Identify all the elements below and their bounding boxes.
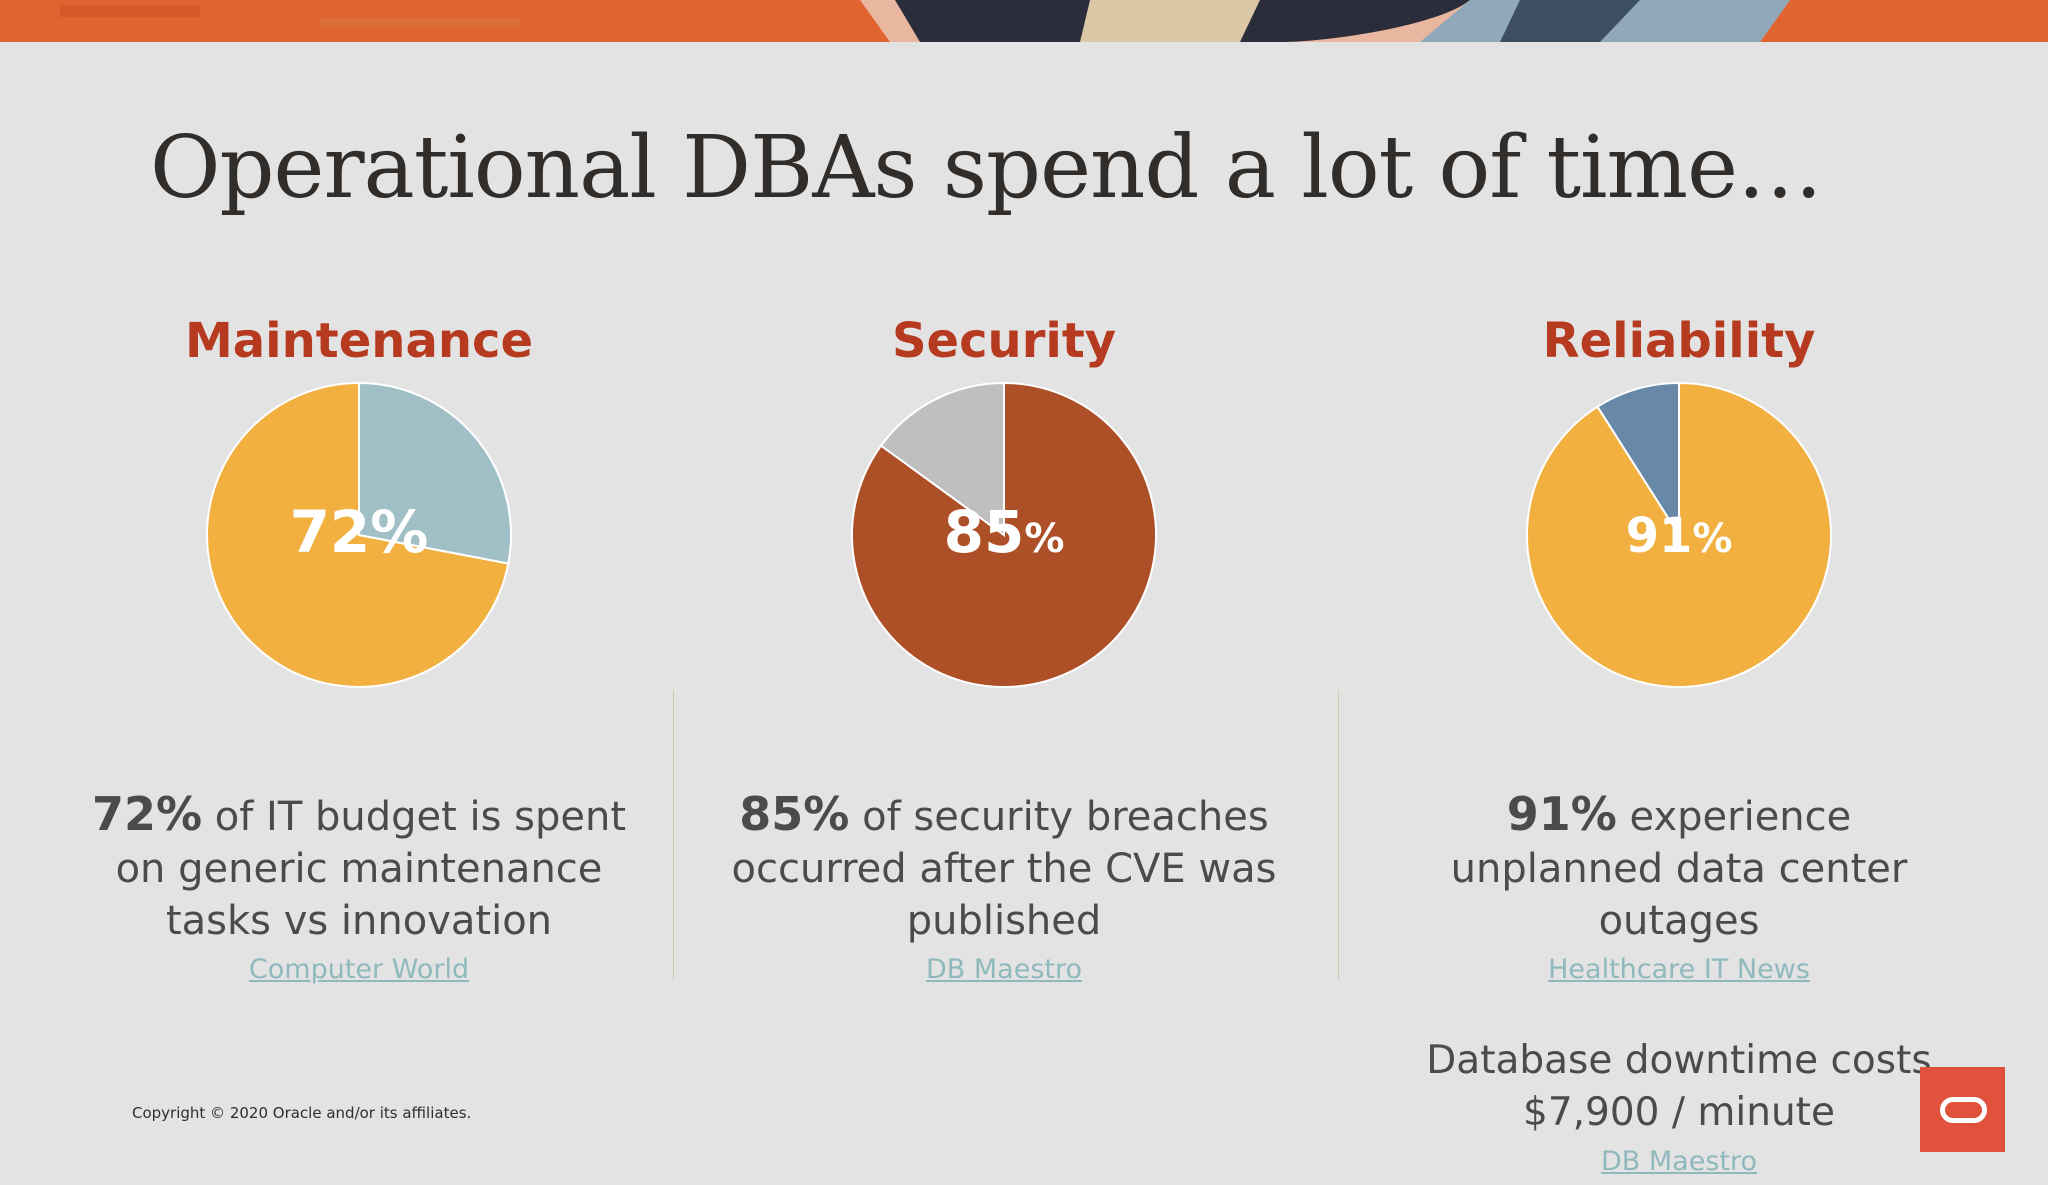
pie-slice-rest-maintenance bbox=[358, 381, 512, 565]
source-link[interactable]: DB Maestro bbox=[1600, 1146, 1758, 1177]
security-pie-chart: 85% bbox=[849, 380, 1159, 690]
decorative-banner bbox=[0, 0, 2048, 42]
column-caption: 91% experience unplanned data center out… bbox=[1399, 788, 1959, 947]
source-link[interactable]: Healthcare IT News bbox=[1548, 954, 1810, 985]
caption-text: of security breaches occurred after the … bbox=[731, 794, 1277, 944]
pie-svg bbox=[851, 381, 1157, 688]
stat-highlight: 85% bbox=[739, 787, 850, 841]
column-heading: Maintenance bbox=[184, 313, 534, 369]
column-heading: Security bbox=[891, 313, 1117, 369]
column-divider bbox=[1338, 690, 1339, 980]
reliability-pie-chart: 91% bbox=[1524, 380, 1834, 690]
reliability-column: Reliability 91% 91% experience unplanned… bbox=[1399, 305, 1959, 1185]
pie-percent-label: 91% bbox=[1625, 508, 1733, 564]
copyright-text: Copyright © 2020 Oracle and/or its affil… bbox=[132, 1104, 472, 1122]
logo-ring-shape bbox=[1940, 1097, 1987, 1123]
pie-slice-main-maintenance bbox=[206, 381, 510, 688]
source-link[interactable]: DB Maestro bbox=[925, 954, 1083, 985]
source-link[interactable]: Computer World bbox=[248, 954, 470, 985]
pie-percent-label: 72% bbox=[289, 498, 429, 566]
stat-highlight: 91% bbox=[1506, 787, 1617, 841]
oracle-logo-icon bbox=[1920, 1067, 2005, 1152]
column-heading: Reliability bbox=[1542, 313, 1816, 369]
caption-text: experience unplanned data center outages bbox=[1450, 794, 1908, 944]
column-divider bbox=[673, 690, 674, 980]
security-column: Security 85% 85% of security breaches oc… bbox=[724, 305, 1284, 993]
slide-title: Operational DBAs spend a lot of time… bbox=[150, 118, 1823, 218]
column-caption: 85% of security breaches occurred after … bbox=[724, 788, 1284, 947]
column-caption: 72% of IT budget is spent on generic mai… bbox=[79, 788, 639, 947]
caption-text: of IT budget is spent on generic mainten… bbox=[115, 794, 627, 944]
maintenance-pie-chart: 72% bbox=[204, 380, 514, 690]
pie-percent-label: 85% bbox=[943, 498, 1065, 566]
maintenance-column: Maintenance 72% 72% of IT budget is spen… bbox=[79, 305, 639, 993]
downtime-cost-text: Database downtime costs $7,900 / minute bbox=[1426, 1038, 1932, 1135]
pie-slice-rest-reliability bbox=[1596, 381, 1680, 539]
stat-highlight: 72% bbox=[91, 787, 203, 841]
pie-slice-rest-security bbox=[879, 381, 1005, 537]
pie-svg bbox=[206, 381, 512, 688]
pie-svg bbox=[1526, 381, 1832, 688]
